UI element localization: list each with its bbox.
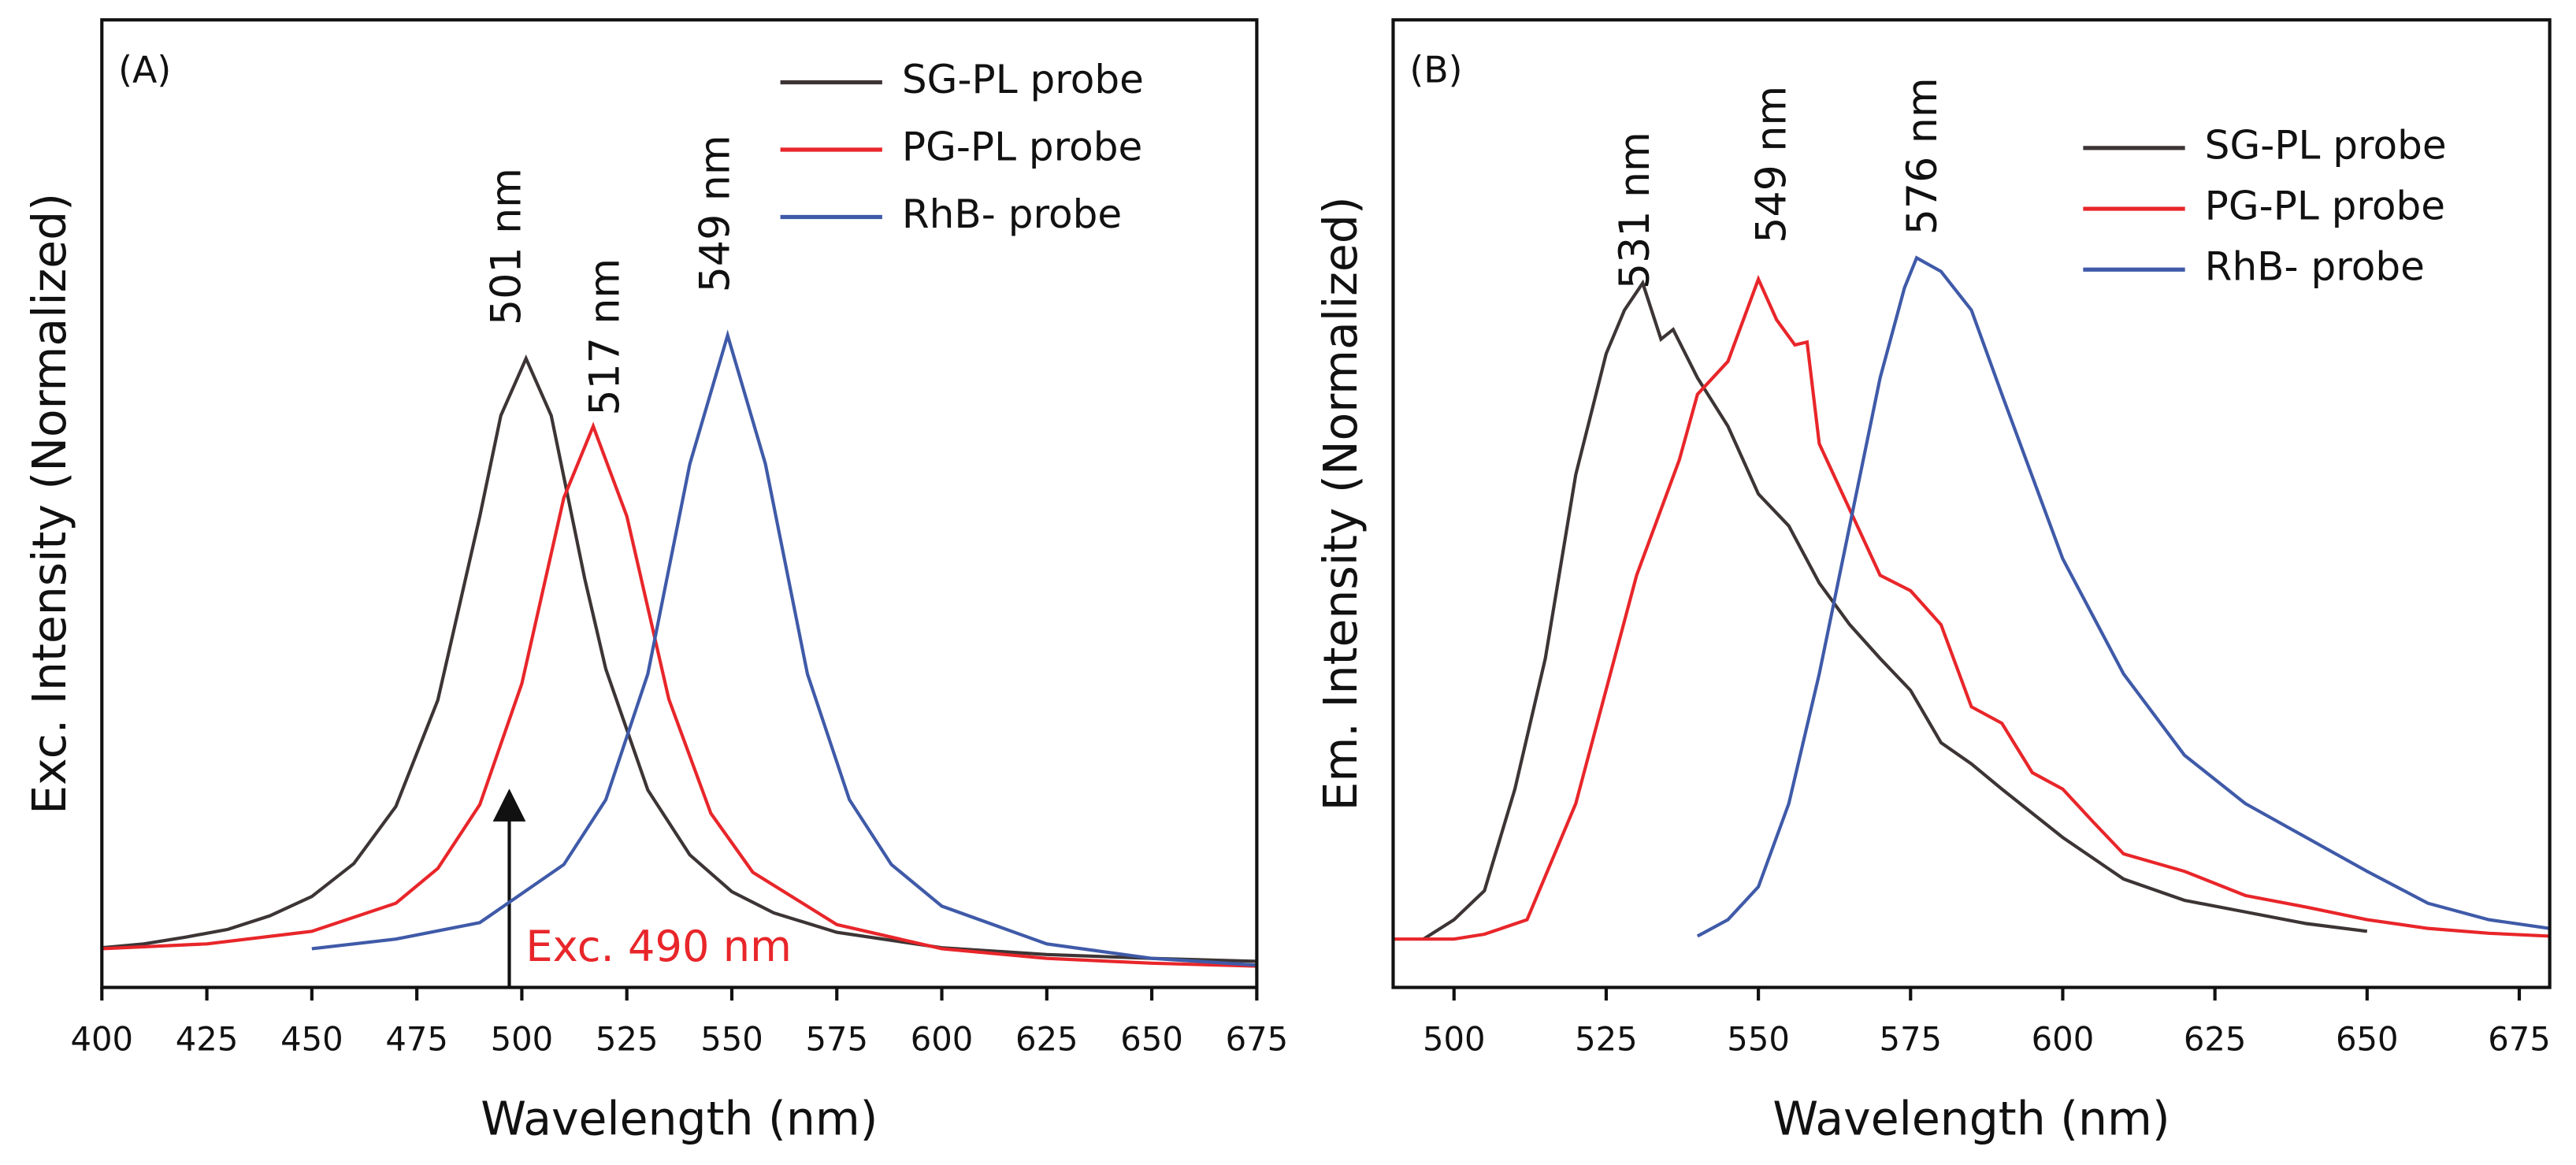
excitation-label: Exc. 490 nm bbox=[525, 922, 792, 971]
x-tick-label: 575 bbox=[1879, 1019, 1942, 1058]
peak-label: 549 nm bbox=[692, 135, 739, 292]
x-tick-label: 525 bbox=[596, 1019, 659, 1058]
data-line bbox=[1393, 274, 2550, 941]
data-line bbox=[311, 329, 1257, 967]
peak-label: 501 nm bbox=[483, 168, 530, 325]
peak-label: 549 nm bbox=[1748, 86, 1795, 243]
legend-label: RhB- probe bbox=[2205, 244, 2425, 290]
x-tick-label: 650 bbox=[1120, 1019, 1183, 1058]
x-tick-label: 450 bbox=[280, 1019, 343, 1058]
peak-label: 576 nm bbox=[1899, 77, 1947, 235]
plot-frame bbox=[1391, 18, 2552, 989]
plot-frame bbox=[100, 18, 1259, 989]
x-tick-label: 625 bbox=[1015, 1019, 1078, 1058]
x-tick-label: 675 bbox=[2488, 1019, 2551, 1058]
legend-label: SG-PL probe bbox=[2205, 122, 2447, 168]
peak-label: 531 nm bbox=[1612, 132, 1659, 289]
x-tick-label: 600 bbox=[2032, 1019, 2095, 1058]
x-tick-label: 600 bbox=[911, 1019, 974, 1058]
x-tick-label: 650 bbox=[2336, 1019, 2399, 1058]
legend-label: RhB- probe bbox=[902, 191, 1122, 237]
data-line bbox=[102, 421, 1257, 968]
x-tick-label: 525 bbox=[1575, 1019, 1638, 1058]
peak-label: 517 nm bbox=[582, 258, 629, 416]
x-tick-label: 675 bbox=[1226, 1019, 1289, 1058]
x-tick-label: 500 bbox=[491, 1019, 554, 1058]
legend-label: SG-PL probe bbox=[902, 57, 1144, 102]
panel-a: 501 nm 517 nm 549 nm Exc. 490 nm 400 425 4… bbox=[23, 18, 1289, 1146]
panel-b: 531 nm 549 nm 576 nm 500 525 550 575 600 625 6… bbox=[1314, 18, 2552, 1146]
data-line bbox=[102, 354, 1257, 963]
y-axis-label: Em. Intensity (Normalized) bbox=[1314, 196, 1368, 811]
x-axis-label: Wavelength (nm) bbox=[481, 1093, 878, 1146]
x-tick-label: 550 bbox=[1727, 1019, 1790, 1058]
y-axis-label: Exc. Intensity (Normalized) bbox=[23, 193, 76, 814]
x-tick-label: 625 bbox=[2184, 1019, 2247, 1058]
x-tick-label: 400 bbox=[71, 1019, 134, 1058]
data-line bbox=[1422, 279, 2368, 941]
panel-label: (A) bbox=[118, 48, 171, 91]
data-line bbox=[1696, 255, 2550, 938]
x-tick-label: 550 bbox=[700, 1019, 763, 1058]
x-tick-label: 425 bbox=[176, 1019, 239, 1058]
x-tick-label: 575 bbox=[805, 1019, 868, 1058]
panel-label: (B) bbox=[1409, 48, 1462, 91]
legend-label: PG-PL probe bbox=[2205, 184, 2445, 229]
x-tick-label: 475 bbox=[385, 1019, 448, 1058]
x-axis-label: Wavelength (nm) bbox=[1772, 1093, 2170, 1146]
x-tick-label: 500 bbox=[1423, 1019, 1486, 1058]
legend-label: PG-PL probe bbox=[902, 124, 1142, 169]
